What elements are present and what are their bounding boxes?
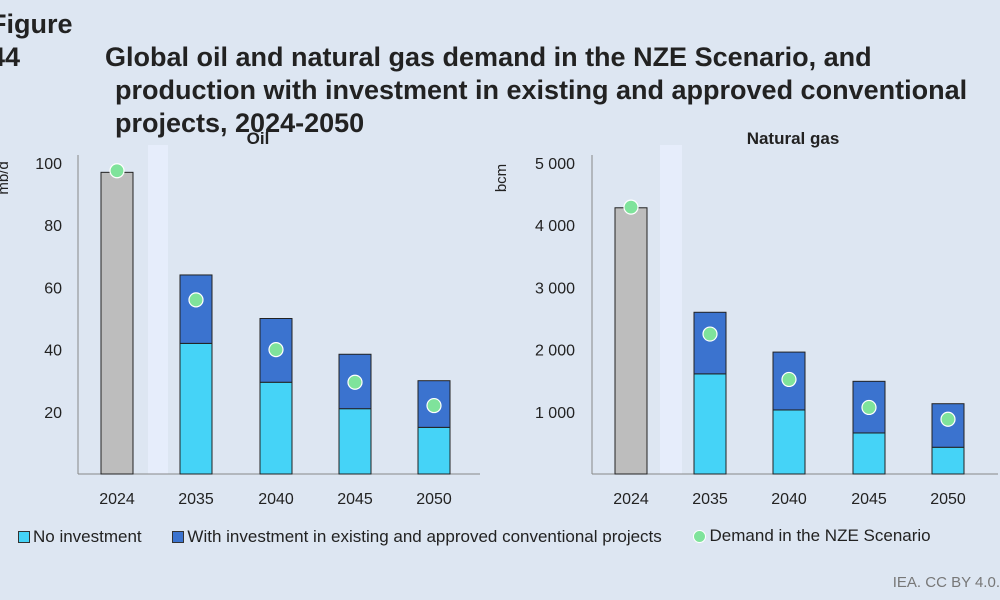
natural-gas-demand-point-2040 [781, 371, 797, 388]
title-line-2: production with investment in existing a… [115, 75, 968, 105]
legend: No investment With investment in existin… [18, 526, 957, 548]
natural-gas-demand-point-2050 [940, 411, 956, 427]
natural-gas-demand-point-2045 [861, 399, 877, 416]
natural-gas-bar-no-investment-2035 [693, 373, 727, 475]
natural-gas-y-axis-label: bcm [493, 164, 510, 192]
oil-bar-no-investment-2050 [417, 426, 451, 475]
oil-demand-point-2040 [268, 342, 284, 358]
natural-gas-y-tick-label: 5 000 [535, 156, 575, 173]
oil-y-axis-label: mb/d [0, 161, 12, 194]
natural-gas-x-tick-label: 2035 [692, 491, 728, 508]
natural-gas-bar-with-investment-2035 [693, 311, 727, 375]
natural-gas-bar-total-2024 [614, 207, 648, 475]
legend-item-with-investment: With investment in existing and approved… [172, 526, 662, 547]
natural-gas-y-tick-label: 3 000 [535, 280, 575, 297]
natural-gas-highlight-band [660, 145, 682, 474]
with-investment-swatch [172, 530, 185, 543]
natural-gas-y-tick-label: 2 000 [535, 343, 575, 360]
natural-gas-bar-no-investment-2040 [772, 409, 806, 475]
oil-demand-point-2035 [188, 292, 204, 308]
figure-title: Figure 44 Global oil and natural gas dema… [0, 8, 1000, 140]
natural-gas-x-tick-label: 2024 [613, 491, 649, 508]
oil-bar-total-2024 [100, 171, 134, 475]
demand-marker-icon [692, 529, 706, 543]
natural-gas-bar-no-investment-2050 [931, 446, 965, 475]
title-line-1: Global oil and natural gas demand in the… [105, 42, 872, 72]
oil-demand-point-2045 [347, 374, 363, 390]
oil-highlight-band [148, 145, 168, 474]
natural-gas-bar-no-investment-2045 [852, 432, 886, 475]
natural-gas-x-tick-label: 2040 [771, 491, 807, 508]
legend-label-no-investment: No investment [33, 526, 142, 546]
no-investment-swatch [18, 530, 30, 543]
oil-y-tick-label: 60 [44, 280, 62, 297]
source-note: IEA. CC BY 4.0. [892, 574, 1000, 591]
oil-panel-title: Oil [247, 129, 270, 148]
oil-bar-no-investment-2045 [338, 408, 372, 475]
oil-bar-with-investment-2035 [179, 274, 213, 344]
title-line-3: projects, 2024-2050 [115, 108, 365, 138]
legend-label-with-investment: With investment in existing and approved… [187, 526, 662, 546]
oil-y-tick-label: 100 [35, 156, 62, 173]
natural-gas-y-tick-label: 1 000 [535, 405, 575, 422]
natural-gas-panel-title: Natural gas [747, 129, 840, 148]
figure-number: Figure 44 [0, 9, 73, 72]
oil-x-tick-label: 2045 [337, 491, 373, 508]
natural-gas-panel: Natural gas bcm 1 000 2 000 3 000 4 000 5 000 2… [493, 129, 998, 508]
oil-x-tick-label: 2035 [178, 491, 214, 508]
oil-y-tick-label: 40 [44, 343, 62, 360]
oil-y-tick-label: 20 [44, 405, 62, 422]
natural-gas-demand-point-2035 [702, 326, 718, 342]
oil-x-tick-label: 2040 [258, 491, 294, 508]
oil-bar-no-investment-2035 [179, 342, 213, 475]
oil-demand-point-2050 [426, 397, 442, 414]
oil-demand-point-2024 [109, 163, 125, 179]
oil-x-tick-label: 2050 [416, 491, 452, 508]
oil-x-tick-label: 2024 [99, 491, 135, 508]
legend-item-no-investment: No investment [18, 527, 142, 547]
legend-item-demand: Demand in the NZE Scenario [692, 526, 931, 546]
natural-gas-demand-point-2024 [623, 199, 639, 215]
oil-y-tick-label: 80 [44, 218, 62, 235]
natural-gas-x-tick-label: 2045 [851, 491, 887, 508]
oil-bar-no-investment-2040 [259, 381, 293, 475]
natural-gas-x-tick-label: 2050 [930, 491, 966, 508]
natural-gas-y-tick-label: 4 000 [535, 218, 575, 235]
legend-label-demand: Demand in the NZE Scenario [709, 526, 931, 545]
